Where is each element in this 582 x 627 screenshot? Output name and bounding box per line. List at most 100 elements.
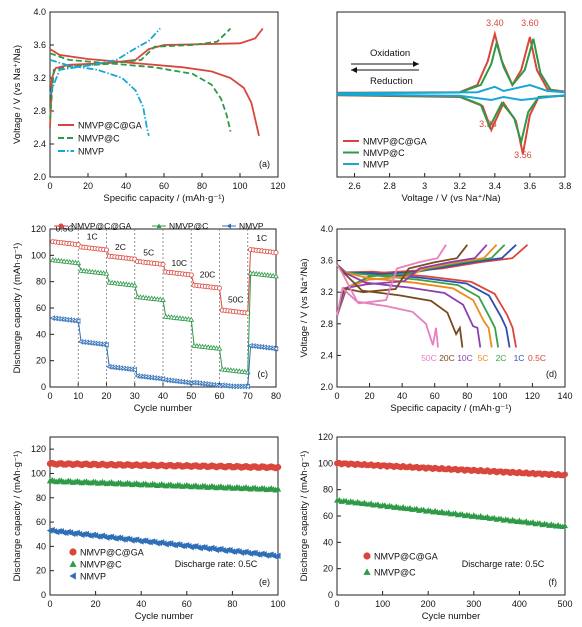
peak-label-lower: 3.56 xyxy=(514,150,532,160)
legend-label: NMVP xyxy=(239,221,264,231)
rate-discharge-line xyxy=(336,263,482,348)
rate-point xyxy=(188,316,195,322)
cycle-point xyxy=(562,471,568,478)
legend-label: NMVP xyxy=(363,160,389,170)
rate-point xyxy=(273,273,279,279)
x-tick-label: 500 xyxy=(557,599,572,609)
x-tick-label: 40 xyxy=(136,599,146,609)
legend-label: NMVP xyxy=(80,572,106,582)
x-tick-label: 300 xyxy=(466,599,481,609)
legend: NMVP@C@GA NMVP@C NMVP xyxy=(54,221,264,231)
legend-marker xyxy=(58,223,64,229)
panel-d: 0 20 40 60 80 100 120 140 2.0 2.4 2.8 3.2 3.6 4.0 Spec… xyxy=(299,224,573,414)
y-tick-label: 3.2 xyxy=(33,73,46,83)
panel-label: (f) xyxy=(549,577,558,587)
legend-marker xyxy=(69,548,77,556)
rate-discharge-line xyxy=(336,264,439,348)
rate-point xyxy=(272,345,279,352)
rate-charge-line xyxy=(336,244,447,317)
peak-label-upper: 3.60 xyxy=(521,18,539,28)
rate-point xyxy=(160,261,166,267)
cycle-point xyxy=(153,540,160,547)
legend-marker xyxy=(363,568,371,575)
legend-label: NMVP@C@GA xyxy=(80,548,144,558)
x-tick-label: 200 xyxy=(421,599,436,609)
rate-curve-label: 50C xyxy=(421,353,437,363)
panel-a: 0 20 40 60 80 100 120 2.0 2.4 2.8 3.2 3.6 4.0 Specifi… xyxy=(12,7,286,204)
rate-point xyxy=(216,285,222,291)
y-tick-label: 4.0 xyxy=(33,7,46,17)
cycle-point xyxy=(195,544,201,551)
y-tick-label: 40 xyxy=(323,537,333,547)
cycle-point xyxy=(90,531,96,539)
y-axis-label: Discharge capacity / (mAh·g⁻¹) xyxy=(12,243,23,374)
peak-label-upper: 3.40 xyxy=(486,18,504,28)
x-tick-label: 80 xyxy=(197,181,207,191)
rate-point xyxy=(131,366,137,373)
x-tick-label: 3.4 xyxy=(489,181,502,191)
series-discharge-line xyxy=(49,52,232,132)
x-tick-label: 0 xyxy=(334,599,339,609)
rate-curve-label: 20C xyxy=(439,353,455,363)
reduction-arrowhead xyxy=(351,67,357,73)
x-tick-label: 3.8 xyxy=(559,181,572,191)
legend-marker xyxy=(69,572,76,580)
cycle-point xyxy=(274,463,282,471)
y-tick-label: 80 xyxy=(36,277,46,287)
legend-label: NMVP@C xyxy=(80,560,122,570)
y-tick-label: 2.4 xyxy=(33,139,46,149)
x-tick-label: 140 xyxy=(557,391,572,401)
x-tick-label: 80 xyxy=(462,391,472,401)
y-tick-label: 2.0 xyxy=(33,172,46,182)
rate-label: 50C xyxy=(228,295,244,305)
rate-point xyxy=(160,296,166,302)
y-tick-label: 0 xyxy=(328,590,333,600)
x-axis-label: Cycle number xyxy=(135,611,194,622)
rate-label: 0.5C xyxy=(56,224,74,234)
rate-curve-label: 10C xyxy=(457,353,473,363)
panel-label: (a) xyxy=(259,159,270,169)
panel-f: 0 100 200 300 400 500 0 20 40 60 80 100 120 Cycle num… xyxy=(299,432,573,622)
x-tick-label: 3 xyxy=(422,181,427,191)
rate-point xyxy=(244,383,250,390)
legend-label: NMVP@C@GA xyxy=(71,221,132,231)
cycle-point xyxy=(274,485,282,492)
cycle-point xyxy=(69,530,76,538)
legend-marker xyxy=(69,560,77,567)
y-tick-label: 3.6 xyxy=(320,256,333,266)
y-tick-label: 100 xyxy=(31,250,46,260)
x-tick-label: 40 xyxy=(158,391,168,401)
x-tick-label: 3.2 xyxy=(454,181,467,191)
x-tick-label: 120 xyxy=(270,181,285,191)
legend-label: NMVP@C xyxy=(363,148,405,158)
rate-point xyxy=(103,270,110,276)
panel-label: (c) xyxy=(258,369,269,379)
cv-oxidation-line xyxy=(336,38,566,95)
x-tick-label: 100 xyxy=(270,599,285,609)
rate-charge-line xyxy=(336,244,488,317)
x-tick-label: 0 xyxy=(47,391,52,401)
panel-c: 0 10 20 30 40 50 60 70 80 0 20 40 60 80 100 120 Cycle nu… xyxy=(12,221,281,414)
x-tick-label: 40 xyxy=(121,181,131,191)
x-tick-label: 60 xyxy=(182,599,192,609)
rate-curve-label: 2C xyxy=(496,353,507,363)
cycle-point xyxy=(238,549,245,556)
legend-label: NMVP@C@GA xyxy=(363,137,427,147)
y-tick-label: 20 xyxy=(323,564,333,574)
cycle-point xyxy=(274,552,281,560)
x-tick-label: 50 xyxy=(186,391,196,401)
x-tick-label: 2.6 xyxy=(348,181,361,191)
cv-reduction-line xyxy=(336,93,566,146)
rate-point xyxy=(75,318,81,324)
plot-frame xyxy=(336,11,566,178)
panel-b: 2.6 2.8 3 3.2 3.4 3.6 3.8 Voltage / V (vs Na⁺/N… xyxy=(336,11,572,204)
x-tick-label: 80 xyxy=(271,391,281,401)
y-tick-label: 100 xyxy=(318,458,333,468)
y-tick-label: 40 xyxy=(36,541,46,551)
x-tick-label: 60 xyxy=(159,181,169,191)
x-axis-label: Voltage / V (vs Na⁺/Na) xyxy=(402,193,501,204)
oxidation-label: Oxidation xyxy=(370,48,410,59)
y-tick-label: 20 xyxy=(36,566,46,576)
rate-point xyxy=(104,247,110,253)
